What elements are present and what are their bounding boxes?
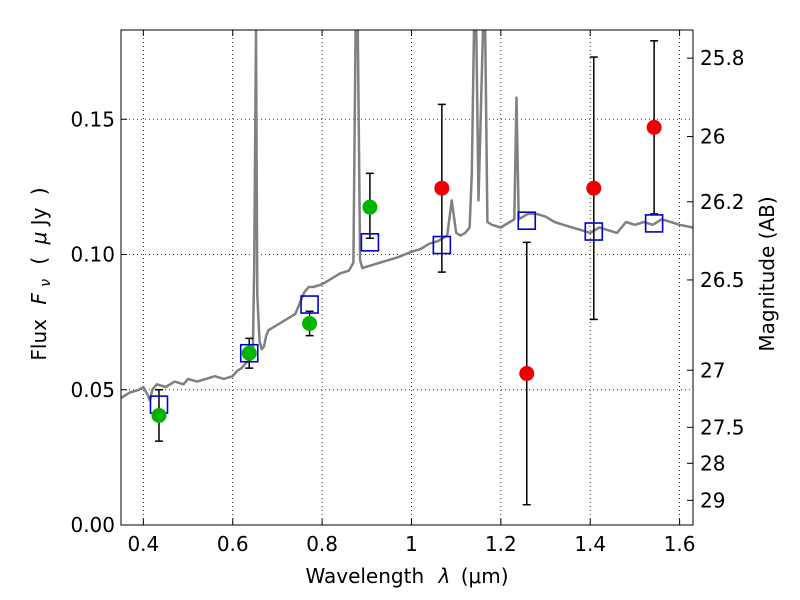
y-tick-label: 0.15: [70, 107, 115, 131]
y2-tick-label: 27: [700, 358, 725, 382]
y-tick-label: 0.05: [70, 378, 115, 402]
errorbars: [154, 40, 659, 506]
model-photometry-square: [239, 343, 259, 363]
y2-tick-label: 26.5: [700, 268, 745, 292]
y-axis-label-unit-rest: Jy: [27, 207, 51, 227]
data-points: [149, 119, 664, 423]
y2-tick-label: 28: [700, 451, 725, 475]
y2-tick-label: 26: [700, 125, 725, 149]
x-tick-label: 0.6: [217, 532, 249, 556]
y2-axis-label: Magnitude (AB): [755, 196, 779, 351]
x-tick-label: 0.4: [127, 532, 159, 556]
model-photometry-square: [360, 233, 380, 252]
observed-green-point: [241, 345, 257, 361]
y-tick-label: 0.10: [70, 243, 115, 267]
y-axis-label-text: Flux: [27, 319, 51, 361]
observed-red-point: [519, 366, 535, 382]
plot-frame: [120, 29, 694, 526]
x-tick-label: 1.2: [485, 532, 517, 556]
y2-tick-label: 25.8: [700, 46, 745, 70]
observed-red-point: [434, 180, 450, 196]
model-photometry-square: [584, 222, 604, 241]
y-axis-label: Flux F ν ( μ Jy ): [27, 187, 55, 360]
observed-green-point: [362, 199, 378, 215]
model-photometry-square: [517, 211, 537, 230]
y-axis-label-symbol: F: [27, 293, 51, 305]
observed-green-point: [302, 315, 318, 331]
x-axis-label: Wavelength λ (μm): [305, 564, 508, 588]
y2-tick-label: 29: [700, 488, 725, 512]
y-axis-label-unit-open: (: [27, 257, 51, 265]
y-tick-label: 0.00: [70, 513, 115, 537]
y-axis-label-unit-close: ): [27, 187, 51, 195]
tick-marks: [121, 30, 693, 526]
x-tick-label: 1.4: [574, 532, 606, 556]
x-tick-label: 0.8: [306, 532, 338, 556]
y2-tick-labels: 25.8 26 26.2 26.5 27 27.5 28 29: [700, 46, 745, 512]
observed-green-point: [151, 407, 167, 423]
y2-tick-label: 26.2: [700, 190, 745, 214]
model-spectrum-series: [121, 30, 693, 402]
observed-red-point: [586, 180, 602, 196]
x-tick-label: 1.6: [664, 532, 696, 556]
grid-lines: [121, 30, 693, 525]
y-axis-label-unit-mu: μ: [27, 232, 51, 246]
model-photometry-square: [644, 214, 664, 233]
x-tick-label: 1: [405, 532, 418, 556]
model-spectrum-line: [121, 30, 693, 402]
y-tick-labels: 0.00 0.05 0.10 0.15: [70, 107, 115, 537]
y2-tick-label: 27.5: [700, 415, 745, 439]
x-axis-label-unit: (μm): [461, 564, 509, 588]
x-axis-label-symbol: λ: [438, 564, 451, 588]
y-axis-label-symbol-sub: ν: [38, 279, 54, 287]
x-axis-label-text: Wavelength: [305, 564, 424, 588]
model-photometry-square: [300, 295, 319, 314]
observed-red-point: [646, 119, 662, 135]
x-tick-labels: 0.4 0.6 0.8 1 1.2 1.4 1.6: [127, 532, 695, 556]
model-photometry-square: [432, 235, 452, 255]
